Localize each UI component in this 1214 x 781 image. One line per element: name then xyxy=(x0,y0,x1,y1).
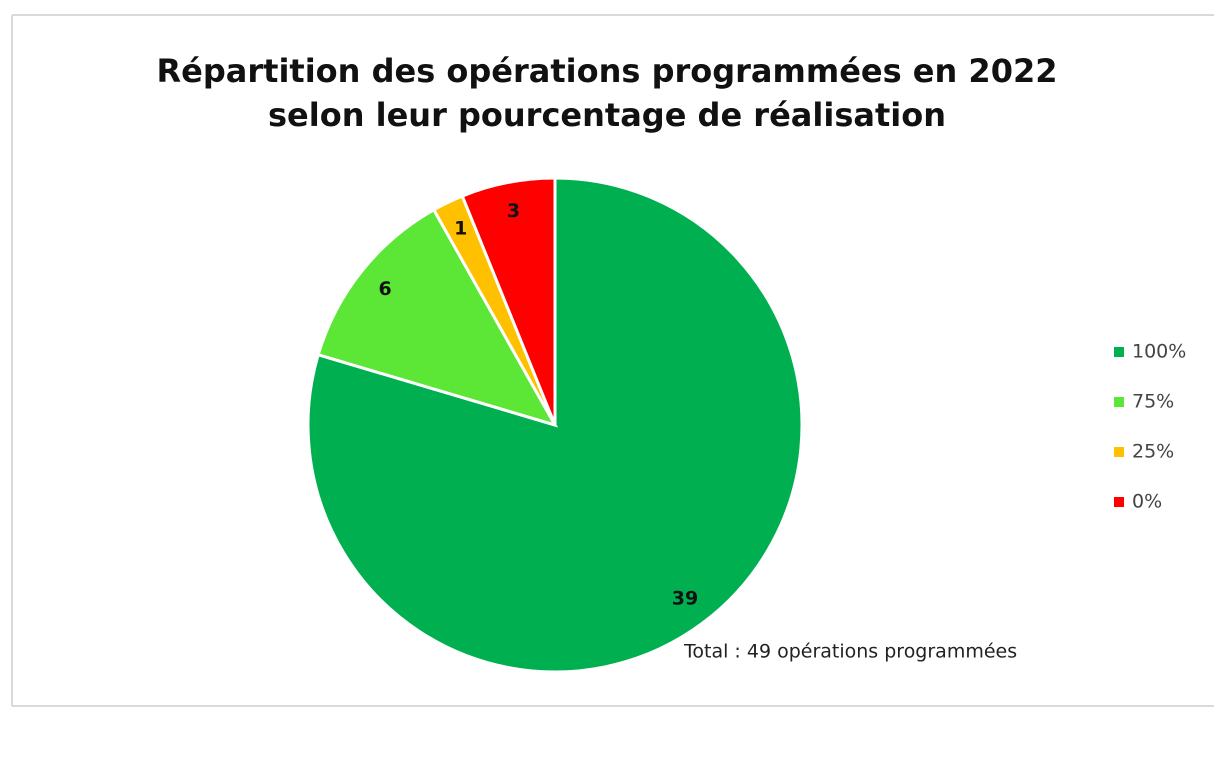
legend-swatch xyxy=(1114,447,1124,457)
legend-swatch xyxy=(1114,397,1124,407)
pie-slice xyxy=(460,176,557,426)
pie-slice xyxy=(316,207,559,428)
legend-swatch xyxy=(1114,497,1124,507)
legend-label: 25% xyxy=(1132,441,1174,463)
legend-label: 75% xyxy=(1132,391,1174,413)
data-label: 39 xyxy=(672,588,698,610)
legend-label: 0% xyxy=(1132,491,1162,513)
legend-label: 100% xyxy=(1132,341,1186,363)
legend-swatch xyxy=(1114,347,1124,357)
annotation: Total : 49 opérations programmées xyxy=(683,641,1017,663)
chart-title: Répartition des opérations programmées e… xyxy=(157,52,1058,90)
chart-title: selon leur pourcentage de réalisation xyxy=(268,96,946,134)
data-label: 6 xyxy=(378,278,391,300)
data-label: 3 xyxy=(507,200,520,222)
data-label: 1 xyxy=(454,218,467,240)
